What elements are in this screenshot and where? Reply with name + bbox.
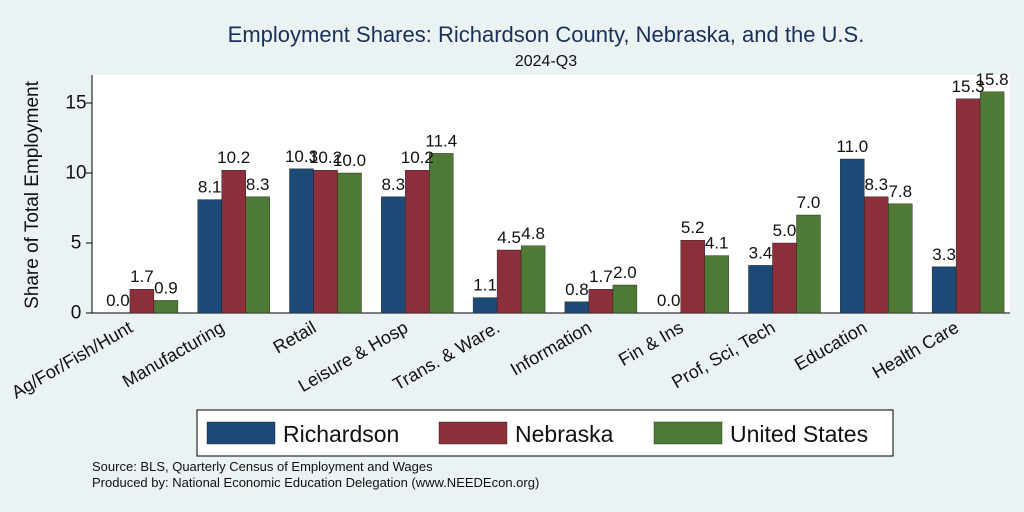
data-label: 5.2 <box>681 218 705 237</box>
data-label: 0.0 <box>106 291 130 310</box>
source-note: Source: BLS, Quarterly Census of Employm… <box>92 459 433 474</box>
x-tick-label: Prof, Sci, Tech <box>668 317 778 392</box>
bar-united-states <box>337 172 362 314</box>
bar-richardson <box>472 297 498 314</box>
data-label: 15.8 <box>976 70 1009 89</box>
data-label: 1.7 <box>589 267 613 286</box>
data-label: 3.4 <box>749 243 773 262</box>
y-tick-label: 5 <box>71 233 82 254</box>
bar-nebraska <box>405 169 430 314</box>
data-label: 10.0 <box>333 151 366 170</box>
data-label: 10.2 <box>309 148 342 167</box>
data-label: 1.1 <box>473 276 497 295</box>
bar-united-states <box>153 300 179 314</box>
legend-label: Nebraska <box>515 421 614 447</box>
data-label: 10.2 <box>217 148 250 167</box>
data-label: 0.9 <box>154 278 178 297</box>
data-label: 5.0 <box>773 221 797 240</box>
bar-richardson <box>840 158 865 314</box>
produced-by-note: Produced by: National Economic Education… <box>92 475 540 490</box>
bar-richardson <box>381 196 406 314</box>
data-label: 7.0 <box>797 193 821 212</box>
data-label: 2.0 <box>613 263 637 282</box>
bar-nebraska <box>772 242 797 314</box>
data-label: 4.1 <box>705 234 729 253</box>
x-tick-label: Manufacturing <box>119 317 228 391</box>
bars <box>129 91 1005 314</box>
y-axis-label: Share of Total Employment <box>22 80 43 308</box>
legend-label: United States <box>730 421 868 447</box>
bar-united-states <box>429 153 454 314</box>
data-label: 8.3 <box>864 175 888 194</box>
data-label: 11.0 <box>836 137 868 156</box>
data-label: 8.3 <box>246 175 270 194</box>
bar-richardson <box>289 168 314 314</box>
legend: Richardson Nebraska United States <box>196 409 894 457</box>
data-label: 4.8 <box>521 224 545 243</box>
chart-subtitle: 2024-Q3 <box>515 53 577 70</box>
x-tick-label: Retail <box>270 317 320 357</box>
legend-box <box>196 409 894 457</box>
y-tick-label: 10 <box>65 163 86 184</box>
data-labels: 0.01.70.98.110.28.310.310.210.08.310.211… <box>106 70 1009 310</box>
data-label: 3.3 <box>932 245 956 264</box>
bar-nebraska <box>864 196 889 314</box>
data-label: 11.4 <box>425 131 457 150</box>
bar-nebraska <box>588 289 614 314</box>
x-tick-label: Information <box>507 317 595 379</box>
legend-swatch-nebraska <box>438 421 508 445</box>
x-tick-label: Health Care <box>869 317 962 382</box>
bar-nebraska <box>221 169 246 314</box>
data-label: 8.1 <box>198 178 222 197</box>
bar-nebraska <box>129 289 155 314</box>
legend-swatch-united-states <box>653 421 723 445</box>
data-label: 10.3 <box>285 147 318 166</box>
bar-richardson <box>197 199 222 314</box>
legend-label: Richardson <box>283 421 399 447</box>
bar-richardson <box>564 301 590 314</box>
bar-nebraska <box>955 98 981 314</box>
bar-richardson <box>931 266 957 314</box>
bar-united-states <box>612 284 638 314</box>
data-label: 0.0 <box>657 291 681 310</box>
x-tick-label: Education <box>791 317 870 374</box>
data-label: 1.7 <box>130 267 154 286</box>
data-label: 8.3 <box>381 175 405 194</box>
data-label: 15.3 <box>952 77 985 96</box>
bar-richardson <box>748 265 773 314</box>
data-label: 0.8 <box>565 280 589 299</box>
x-tick-label: Ag/For/Fish/Hunt <box>8 317 136 402</box>
legend-swatch-richardson <box>206 421 276 445</box>
bar-united-states <box>796 214 821 314</box>
bar-united-states <box>979 91 1005 314</box>
chart-title: Employment Shares: Richardson County, Ne… <box>228 22 865 47</box>
y-tick-label: 0 <box>71 303 82 324</box>
bar-united-states <box>245 196 270 314</box>
x-tick-label: Fin & Ins <box>615 317 687 370</box>
bar-united-states <box>520 245 546 314</box>
bar-united-states <box>704 255 729 314</box>
bar-nebraska <box>496 249 522 314</box>
bar-united-states <box>888 203 913 314</box>
data-label: 10.2 <box>401 148 434 167</box>
data-label: 4.5 <box>497 228 521 247</box>
y-tick-label: 15 <box>65 93 86 114</box>
data-label: 7.8 <box>888 182 912 201</box>
bar-nebraska <box>680 239 705 314</box>
bar-nebraska <box>313 169 338 314</box>
